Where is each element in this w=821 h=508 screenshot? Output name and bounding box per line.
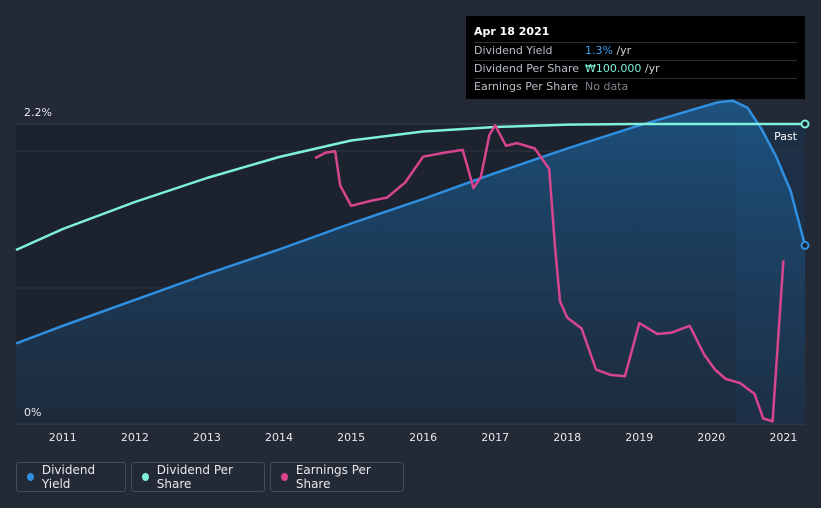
x-tick-label: 2014 bbox=[265, 431, 293, 444]
past-label: Past bbox=[774, 130, 798, 143]
y-tick-zero: 0% bbox=[24, 406, 41, 419]
legend-item-dividend-yield[interactable]: Dividend Yield bbox=[16, 462, 126, 492]
x-tick-label: 2016 bbox=[409, 431, 437, 444]
tooltip-date: Apr 18 2021 bbox=[474, 25, 550, 38]
tooltip-value-number: 1.3% bbox=[585, 44, 613, 57]
dividend-per-share-line[interactable] bbox=[15, 122, 805, 252]
legend-label: Dividend Yield bbox=[41, 463, 96, 491]
x-tick-label: 2013 bbox=[193, 431, 221, 444]
x-tick-label: 2017 bbox=[481, 431, 509, 444]
legend-dot-icon bbox=[27, 473, 34, 481]
tooltip-value: No data bbox=[585, 79, 628, 96]
tooltip-row-earnings-per-share: Earnings Per Share No data bbox=[474, 78, 797, 96]
x-tick-label: 2015 bbox=[337, 431, 365, 444]
tooltip-label: Dividend Yield bbox=[474, 44, 553, 57]
legend-dot-icon bbox=[142, 473, 149, 481]
legend-item-earnings-per-share[interactable]: Earnings Per Share bbox=[270, 462, 404, 492]
x-tick-label: 2012 bbox=[121, 431, 149, 444]
legend-dot-icon bbox=[281, 473, 288, 481]
x-tick-label: 2020 bbox=[697, 431, 725, 444]
earnings-per-share-line[interactable] bbox=[314, 124, 785, 423]
dividend-yield-line[interactable] bbox=[15, 99, 807, 345]
tooltip-label: Earnings Per Share bbox=[474, 80, 579, 93]
tooltip-row-dividend-yield: Dividend Yield 1.3% /yr bbox=[474, 42, 797, 60]
tooltip-value: 1.3% /yr bbox=[585, 43, 631, 60]
x-axis-ticks: 2011 2012 2013 2014 2015 2016 2017 2018 2019 2020… bbox=[49, 431, 798, 444]
legend-label: Dividend Per Share bbox=[156, 463, 233, 491]
tooltip-row-dividend-per-share: Dividend Per Share ₩100.000 /yr bbox=[474, 60, 797, 78]
tooltip-value-unit: /yr bbox=[612, 44, 632, 57]
x-tick-label: 2011 bbox=[49, 431, 77, 444]
tooltip-value-unit: /yr bbox=[641, 62, 660, 75]
y-tick-max: 2.2% bbox=[24, 106, 52, 119]
tooltip-value: ₩100.000 /yr bbox=[585, 61, 660, 78]
tooltip-label: Dividend Per Share bbox=[474, 62, 580, 75]
dividend-yield-area bbox=[16, 100, 805, 425]
tooltip-value-number: ₩100.000 bbox=[585, 62, 642, 75]
legend-label: Earnings Per Share bbox=[295, 463, 371, 491]
legend-item-dividend-per-share[interactable]: Dividend Per Share bbox=[131, 462, 265, 492]
dividend-per-share-end-marker bbox=[800, 119, 810, 129]
tooltip-value-number: No data bbox=[585, 80, 629, 93]
tooltip: Apr 18 2021 Dividend Yield 1.3% /yr Divi… bbox=[466, 16, 805, 99]
dividend-yield-end-marker bbox=[800, 240, 810, 250]
x-tick-label: 2019 bbox=[625, 431, 653, 444]
x-tick-label: 2018 bbox=[553, 431, 581, 444]
x-tick-label: 2021 bbox=[769, 431, 797, 444]
